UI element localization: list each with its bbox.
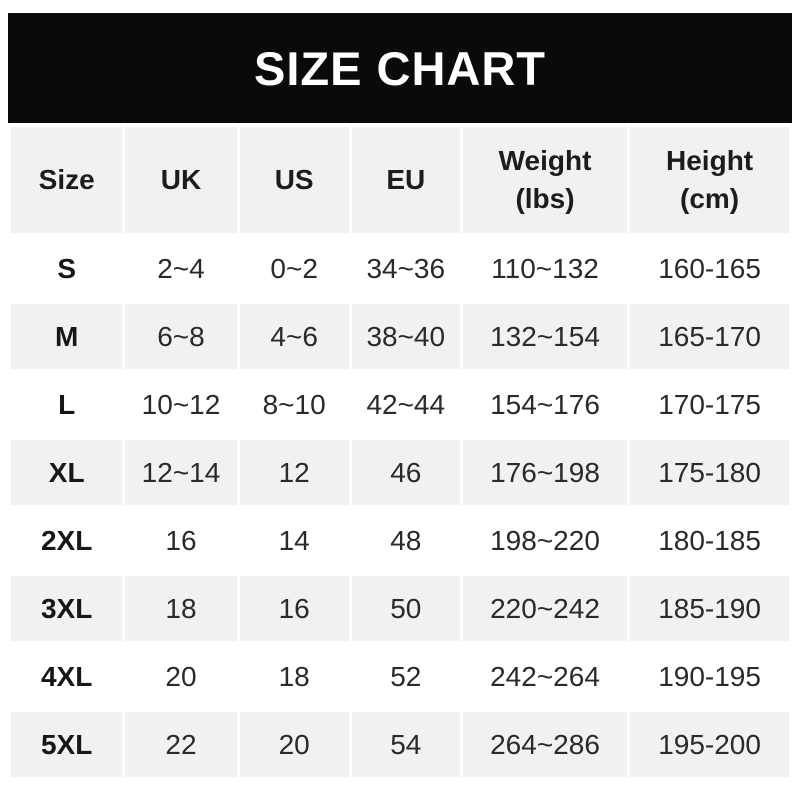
eu-cell: 54 bbox=[351, 712, 460, 777]
title-banner: SIZE CHART bbox=[8, 13, 792, 123]
size-cell: 5XL bbox=[11, 712, 123, 777]
table-header: Size UK US EU Weight (lbs) bbox=[11, 127, 789, 233]
height-cell: 180-185 bbox=[630, 508, 789, 573]
column-header-label: Height bbox=[666, 145, 754, 177]
eu-cell: 52 bbox=[351, 644, 460, 709]
us-cell: 18 bbox=[239, 644, 349, 709]
size-cell: 3XL bbox=[11, 576, 123, 641]
us-cell: 14 bbox=[239, 508, 349, 573]
uk-cell: 18 bbox=[125, 576, 237, 641]
us-cell: 20 bbox=[239, 712, 349, 777]
uk-cell: 10~12 bbox=[125, 372, 237, 437]
us-cell: 4~6 bbox=[239, 304, 349, 369]
size-cell: 4XL bbox=[11, 644, 123, 709]
size-chart-page: SIZE CHART Size UK US bbox=[8, 13, 792, 780]
table-row-xl: XL 12~14 12 46 176~198 175-180 bbox=[11, 440, 789, 505]
height-cell: 185-190 bbox=[630, 576, 789, 641]
table-row-2xl: 2XL 16 14 48 198~220 180-185 bbox=[11, 508, 789, 573]
column-header-sub: (cm) bbox=[680, 183, 740, 214]
column-header-size: Size bbox=[11, 127, 123, 233]
column-header-label: UK bbox=[160, 164, 202, 196]
eu-cell: 34~36 bbox=[351, 236, 460, 301]
size-cell: S bbox=[11, 236, 123, 301]
table-body: S 2~4 0~2 34~36 110~132 160-165 M 6~8 4~… bbox=[11, 236, 789, 777]
table-row-5xl: 5XL 22 20 54 264~286 195-200 bbox=[11, 712, 789, 777]
column-header-eu: EU bbox=[351, 127, 460, 233]
column-header-label: Size bbox=[38, 164, 95, 196]
column-header-height: Height (cm) bbox=[630, 127, 789, 233]
us-cell: 8~10 bbox=[239, 372, 349, 437]
weight-cell: 154~176 bbox=[462, 372, 628, 437]
size-cell: L bbox=[11, 372, 123, 437]
weight-cell: 242~264 bbox=[462, 644, 628, 709]
column-header-label: Weight bbox=[498, 145, 592, 177]
weight-cell: 198~220 bbox=[462, 508, 628, 573]
eu-cell: 38~40 bbox=[351, 304, 460, 369]
uk-cell: 6~8 bbox=[125, 304, 237, 369]
weight-cell: 110~132 bbox=[462, 236, 628, 301]
size-cell: XL bbox=[11, 440, 123, 505]
column-header-us: US bbox=[239, 127, 349, 233]
header-row: Size UK US EU Weight (lbs) bbox=[11, 127, 789, 233]
size-cell: 2XL bbox=[11, 508, 123, 573]
table-row-4xl: 4XL 20 18 52 242~264 190-195 bbox=[11, 644, 789, 709]
table-row-l: L 10~12 8~10 42~44 154~176 170-175 bbox=[11, 372, 789, 437]
weight-cell: 264~286 bbox=[462, 712, 628, 777]
table-row-3xl: 3XL 18 16 50 220~242 185-190 bbox=[11, 576, 789, 641]
weight-cell: 132~154 bbox=[462, 304, 628, 369]
height-cell: 165-170 bbox=[630, 304, 789, 369]
column-header-sub: (lbs) bbox=[515, 183, 575, 214]
size-cell: M bbox=[11, 304, 123, 369]
height-cell: 175-180 bbox=[630, 440, 789, 505]
us-cell: 16 bbox=[239, 576, 349, 641]
height-cell: 195-200 bbox=[630, 712, 789, 777]
height-cell: 170-175 bbox=[630, 372, 789, 437]
column-header-label: US bbox=[274, 164, 314, 196]
uk-cell: 12~14 bbox=[125, 440, 237, 505]
uk-cell: 20 bbox=[125, 644, 237, 709]
height-cell: 160-165 bbox=[630, 236, 789, 301]
us-cell: 0~2 bbox=[239, 236, 349, 301]
uk-cell: 2~4 bbox=[125, 236, 237, 301]
height-cell: 190-195 bbox=[630, 644, 789, 709]
eu-cell: 42~44 bbox=[351, 372, 460, 437]
column-header-uk: UK bbox=[125, 127, 237, 233]
uk-cell: 16 bbox=[125, 508, 237, 573]
column-header-label: EU bbox=[386, 164, 426, 196]
eu-cell: 48 bbox=[351, 508, 460, 573]
page-title: SIZE CHART bbox=[254, 41, 546, 95]
weight-cell: 176~198 bbox=[462, 440, 628, 505]
us-cell: 12 bbox=[239, 440, 349, 505]
size-chart-table: Size UK US EU Weight (lbs) bbox=[8, 124, 792, 780]
eu-cell: 46 bbox=[351, 440, 460, 505]
uk-cell: 22 bbox=[125, 712, 237, 777]
eu-cell: 50 bbox=[351, 576, 460, 641]
table-row-s: S 2~4 0~2 34~36 110~132 160-165 bbox=[11, 236, 789, 301]
weight-cell: 220~242 bbox=[462, 576, 628, 641]
table-row-m: M 6~8 4~6 38~40 132~154 165-170 bbox=[11, 304, 789, 369]
column-header-weight: Weight (lbs) bbox=[462, 127, 628, 233]
